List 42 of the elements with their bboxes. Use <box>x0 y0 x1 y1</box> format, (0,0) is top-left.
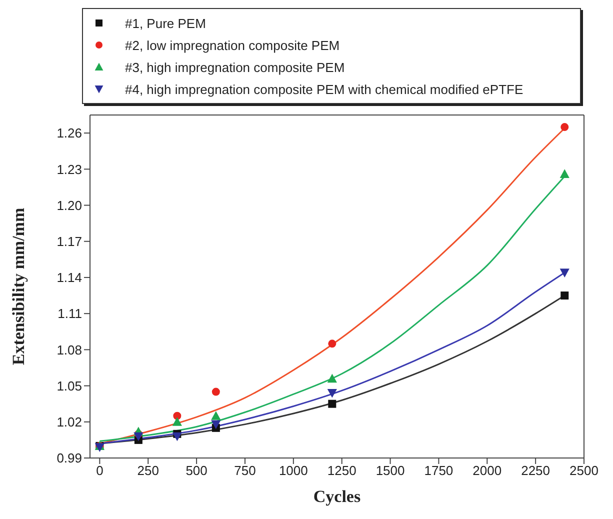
point <box>560 292 569 300</box>
x-tick-label: 2250 <box>521 463 550 478</box>
x-tick-label: 250 <box>137 463 159 478</box>
y-tick-label: 1.20 <box>56 198 82 213</box>
point <box>211 411 221 420</box>
point <box>328 400 336 408</box>
y-axis-title: Extensibility mm/mm <box>9 208 28 366</box>
point <box>212 388 220 396</box>
x-tick-label: 1750 <box>424 463 454 478</box>
point <box>211 420 221 430</box>
point <box>560 123 569 132</box>
legend-label: #1, Pure PEM <box>125 16 206 30</box>
x-tick-label: 2500 <box>570 463 598 478</box>
x-tick-label: 1000 <box>278 463 308 478</box>
point <box>560 268 570 278</box>
x-tick-label: 1500 <box>376 463 405 478</box>
point <box>328 340 336 348</box>
x-tick-label: 1250 <box>327 463 356 478</box>
legend-label: #3, high impregnation composite PEM <box>125 60 345 74</box>
y-tick-label: 1.26 <box>56 126 82 141</box>
point <box>172 432 182 442</box>
point <box>327 374 337 383</box>
y-tick-label: 1.08 <box>56 342 82 358</box>
point <box>173 412 182 420</box>
y-tick-label: 1.11 <box>58 306 82 322</box>
point <box>560 169 570 178</box>
x-tick-label: 2000 <box>472 463 502 478</box>
y-tick-label: 1.05 <box>56 378 82 394</box>
y-tick-label: 0.99 <box>56 450 82 466</box>
x-axis-title: Cycles <box>313 487 361 506</box>
point <box>327 389 337 398</box>
y-tick-label: 1.14 <box>56 270 82 286</box>
x-tick-label: 0 <box>96 463 104 478</box>
legend-label: #4, high impregnation composite PEM with chemical modified ePTFE <box>125 82 524 96</box>
y-tick-label: 1.02 <box>56 414 82 430</box>
y-tick-label: 1.17 <box>56 234 82 249</box>
x-tick-label: 500 <box>186 463 208 478</box>
x-tick-label: 750 <box>234 463 256 478</box>
point <box>172 417 182 426</box>
y-tick-label: 1.23 <box>56 162 82 177</box>
point <box>134 432 144 442</box>
legend-label: #2, low impregnation composite PEM <box>125 38 340 52</box>
